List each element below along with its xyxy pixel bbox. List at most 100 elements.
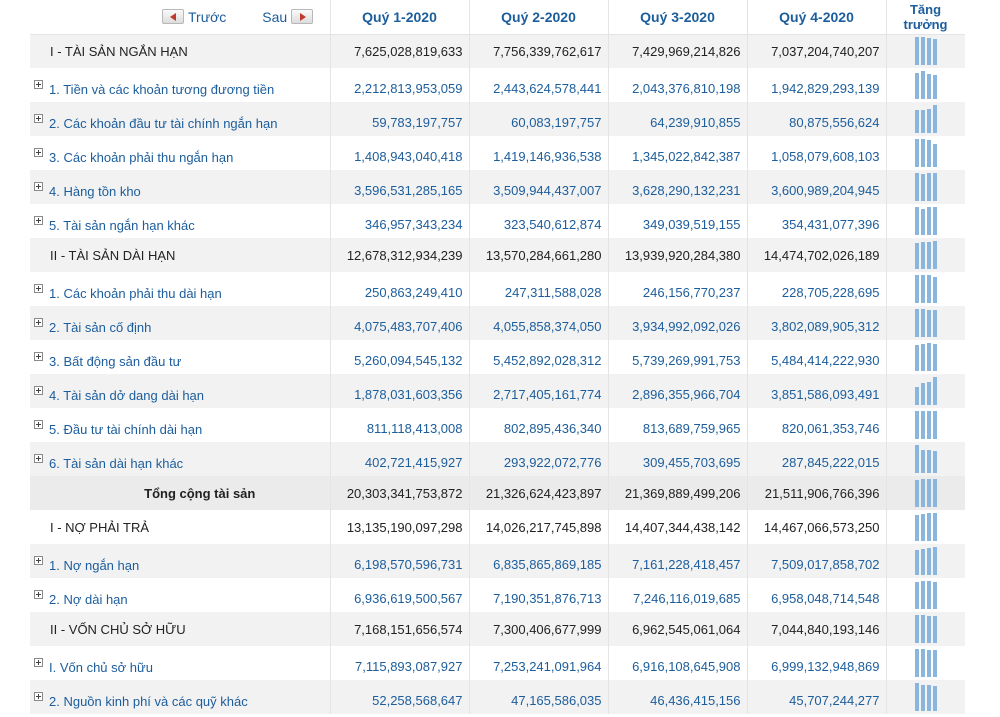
- table-row[interactable]: 4. Hàng tồn kho 3,596,531,285,165 3,509,94…: [30, 170, 966, 204]
- next-period-button[interactable]: [291, 8, 314, 24]
- table-row[interactable]: 5. Đầu tư tài chính dài hạn 811,118,413,0…: [30, 408, 966, 442]
- table-row[interactable]: 1. Tiền và các khoản tương đương tiền 2,2…: [30, 68, 966, 102]
- row-label[interactable]: 2. Tài sản cố định: [49, 319, 152, 335]
- table-row[interactable]: 2. Các khoản đầu tư tài chính ngắn hạn 59…: [30, 102, 966, 136]
- row-label[interactable]: 1. Các khoản phải thu dài hạn: [49, 285, 222, 301]
- sparkline-bar: [920, 309, 925, 337]
- growth-sparkline[interactable]: [914, 139, 938, 167]
- row-label: I - TÀI SẢN NGẮN HẠN: [50, 43, 188, 59]
- growth-sparkline[interactable]: [914, 71, 938, 99]
- row-label[interactable]: 2. Nguồn kinh phí và các quỹ khác: [49, 693, 248, 709]
- row-label[interactable]: 5. Tài sản ngắn hạn khác: [49, 217, 195, 233]
- growth-sparkline[interactable]: [914, 479, 938, 507]
- table-row[interactable]: 2. Nguồn kinh phí và các quỹ khác 52,258,…: [30, 680, 966, 714]
- growth-sparkline[interactable]: [914, 581, 938, 609]
- growth-sparkline[interactable]: [914, 547, 938, 575]
- table-row[interactable]: 2. Nợ dài hạn 6,936,619,500,567 7,190,351,…: [30, 578, 966, 612]
- expand-plus-icon[interactable]: [34, 555, 43, 565]
- value-cell-q2: 13,570,284,661,280: [469, 238, 609, 272]
- sparkline-bar: [914, 275, 919, 303]
- prev-period-button[interactable]: [162, 8, 184, 24]
- expand-plus-icon[interactable]: [34, 691, 43, 701]
- growth-sparkline[interactable]: [914, 445, 938, 473]
- growth-sparkline[interactable]: [914, 241, 938, 269]
- growth-sparkline[interactable]: [914, 37, 938, 66]
- row-label[interactable]: 6. Tài sản dài hạn khác: [49, 455, 184, 471]
- growth-sparkline[interactable]: [914, 105, 938, 133]
- table-row[interactable]: 2. Tài sản cố định 4,075,483,707,406 4,055…: [30, 306, 966, 340]
- row-label[interactable]: 4. Hàng tồn kho: [49, 183, 141, 199]
- row-label[interactable]: 1. Tiền và các khoản tương đương tiền: [49, 81, 275, 97]
- cell-value: 402,721,415,927: [364, 454, 463, 470]
- expand-plus-icon[interactable]: [34, 351, 43, 361]
- value-cell-q4: 21,511,906,766,396: [747, 476, 887, 510]
- table-row[interactable]: I. Vốn chủ sở hữu 7,115,893,087,927 7,253,…: [30, 646, 966, 680]
- growth-sparkline[interactable]: [914, 615, 938, 643]
- value-cell-q1: 6,198,570,596,731: [330, 544, 470, 578]
- sparkline-bar: [932, 479, 937, 507]
- value-cell-q1: 2,212,813,953,059: [330, 68, 470, 102]
- cell-value: 64,239,910,855: [650, 114, 741, 130]
- expand-plus-icon[interactable]: [34, 385, 43, 395]
- growth-sparkline[interactable]: [914, 207, 938, 235]
- sparkline-bar: [926, 140, 931, 167]
- growth-sparkline[interactable]: [914, 411, 938, 439]
- table-row[interactable]: 1. Nợ ngắn hạn 6,198,570,596,731 6,835,865…: [30, 544, 966, 578]
- value-cell-q3: 349,039,519,155: [608, 204, 748, 238]
- table-row[interactable]: 3. Các khoản phải thu ngắn hạn 1,408,943,…: [30, 136, 966, 170]
- expand-plus-icon[interactable]: [34, 657, 43, 667]
- growth-header-line1: Tăng: [909, 1, 942, 17]
- table-row[interactable]: 5. Tài sản ngắn hạn khác 346,957,343,234 3…: [30, 204, 966, 238]
- row-label[interactable]: 3. Các khoản phải thu ngắn hạn: [49, 149, 234, 165]
- cell-value: 349,039,519,155: [642, 216, 741, 232]
- cell-value: 309,455,703,695: [642, 454, 741, 470]
- growth-sparkline[interactable]: [914, 275, 938, 303]
- row-label[interactable]: I. Vốn chủ sở hữu: [49, 659, 153, 675]
- next-period-label[interactable]: Sau: [262, 9, 288, 26]
- expand-plus-icon[interactable]: [34, 147, 43, 157]
- table-row[interactable]: 3. Bất động sản đầu tư 5,260,094,545,132 5…: [30, 340, 966, 374]
- growth-sparkline[interactable]: [914, 649, 938, 677]
- prev-period-label[interactable]: Trước: [188, 9, 227, 26]
- value-cell-q3: 2,043,376,810,198: [608, 68, 748, 102]
- expand-plus-icon[interactable]: [34, 215, 43, 225]
- row-label[interactable]: 5. Đầu tư tài chính dài hạn: [49, 421, 203, 437]
- cell-value: 7,161,228,418,457: [632, 556, 741, 572]
- sparkline-bar: [932, 277, 937, 303]
- growth-sparkline[interactable]: [914, 343, 938, 371]
- growth-sparkline[interactable]: [914, 683, 938, 711]
- expand-plus-icon[interactable]: [34, 453, 43, 463]
- row-label-cell: II - TÀI SẢN DÀI HẠN: [30, 238, 331, 272]
- cell-value: 1,419,146,936,538: [493, 148, 602, 164]
- growth-sparkline[interactable]: [914, 513, 938, 541]
- expand-plus-icon[interactable]: [34, 113, 43, 123]
- growth-sparkline[interactable]: [914, 377, 938, 405]
- cell-value: 3,628,290,132,231: [632, 182, 741, 198]
- value-cell-q1: 12,678,312,934,239: [330, 238, 470, 272]
- table-row[interactable]: 1. Các khoản phải thu dài hạn 250,863,249…: [30, 272, 966, 306]
- row-label[interactable]: 3. Bất động sản đầu tư: [49, 353, 182, 369]
- table-row[interactable]: 6. Tài sản dài hạn khác 402,721,415,927 29…: [30, 442, 966, 476]
- sparkline-bar: [914, 309, 919, 337]
- row-label[interactable]: 1. Nợ ngắn hạn: [49, 557, 140, 573]
- cell-value: 7,037,204,740,207: [771, 43, 880, 59]
- expand-plus-icon[interactable]: [34, 181, 43, 191]
- table-row[interactable]: 4. Tài sản dở dang dài hạn 1,878,031,603,…: [30, 374, 966, 408]
- value-cell-q1: 346,957,343,234: [330, 204, 470, 238]
- row-label[interactable]: 2. Các khoản đầu tư tài chính ngắn hạn: [49, 115, 278, 131]
- value-cell-q4: 228,705,228,695: [747, 272, 887, 306]
- sparkline-bar: [920, 450, 925, 473]
- expand-plus-icon[interactable]: [34, 79, 43, 89]
- row-label-cell: Tổng cộng tài sản: [30, 476, 331, 510]
- expand-plus-icon[interactable]: [34, 419, 43, 429]
- growth-sparkline[interactable]: [914, 309, 938, 337]
- expand-plus-icon[interactable]: [34, 283, 43, 293]
- expand-plus-icon[interactable]: [34, 589, 43, 599]
- section-row: I - TÀI SẢN NGẮN HẠN 7,625,028,819,633 7,7…: [30, 34, 966, 68]
- growth-sparkline[interactable]: [914, 173, 938, 201]
- expand-plus-icon[interactable]: [34, 317, 43, 327]
- sparkline-bar: [914, 37, 919, 66]
- row-label[interactable]: 2. Nợ dài hạn: [49, 591, 128, 607]
- row-label[interactable]: 4. Tài sản dở dang dài hạn: [49, 387, 205, 403]
- cell-value: 6,198,570,596,731: [354, 556, 463, 572]
